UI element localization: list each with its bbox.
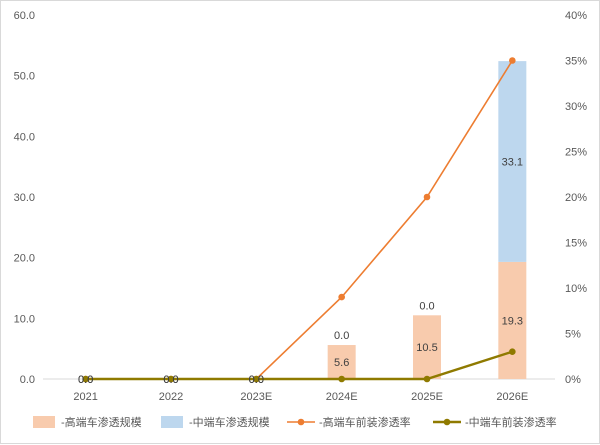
- bar-data-label: 19.3: [502, 315, 523, 327]
- y-left-tick-label: 30.0: [14, 192, 35, 204]
- bar-data-label: 0.0: [163, 374, 178, 386]
- line-high-end-rate: [85, 60, 514, 380]
- y-right-tick-label: 40%: [565, 10, 587, 22]
- point-mid-end-rate: [509, 348, 516, 356]
- bar-data-label: 0.0: [419, 300, 434, 312]
- point-high-end-rate: [509, 57, 516, 64]
- x-tick-label: 2024E: [326, 391, 358, 403]
- x-tick-label: 2026E: [496, 391, 528, 403]
- x-tick-label: 2022: [159, 391, 183, 403]
- legend-marker: [443, 418, 451, 426]
- x-tick-label: 2023E: [240, 391, 272, 403]
- y-left-tick-label: 60.0: [14, 10, 35, 22]
- y-left-tick-label: 50.0: [14, 71, 35, 83]
- bar-data-label: 0.0: [78, 374, 93, 386]
- y-right-tick-label: 30%: [565, 101, 587, 113]
- y-left-tick-label: 20.0: [14, 253, 35, 265]
- y-left-tick-label: 40.0: [14, 131, 35, 143]
- bar-data-label: 0.0: [334, 330, 349, 342]
- point-mid-end-rate: [423, 375, 431, 383]
- point-high-end-rate: [338, 293, 345, 301]
- bar-data-label: 5.6: [334, 357, 349, 369]
- bar-data-label: 33.1: [502, 157, 523, 169]
- point-mid-end-rate: [253, 375, 260, 383]
- bar-data-label: 0.0: [249, 374, 264, 386]
- bar-data-label: 0.0: [163, 374, 178, 386]
- legend-swatch: [161, 416, 183, 428]
- legend-label: -高端车前装渗透率: [319, 415, 411, 429]
- x-tick-label: 2021: [73, 391, 97, 403]
- y-left-tick-label: 10.0: [14, 313, 35, 325]
- legend-swatch: [33, 416, 55, 428]
- point-mid-end-rate: [338, 375, 345, 383]
- y-left-tick-label: 0.0: [20, 374, 35, 386]
- legend-label: -高端车渗透规模: [61, 415, 142, 429]
- point-mid-end-rate: [167, 375, 175, 383]
- bar-data-label: 0.0: [78, 374, 93, 386]
- y-right-tick-label: 25%: [565, 147, 587, 159]
- y-right-tick-label: 5%: [565, 329, 581, 341]
- line-mid-end-rate: [85, 350, 513, 381]
- bar-high-end: [413, 315, 441, 379]
- point-high-end-rate: [423, 193, 431, 201]
- bar-high-end: [498, 261, 527, 379]
- y-right-tick-label: 15%: [565, 238, 587, 250]
- point-mid-end-rate: [82, 375, 89, 383]
- bar-data-label: 0.0: [249, 374, 264, 386]
- bar-high-end: [327, 345, 356, 379]
- y-right-tick-label: 10%: [565, 283, 587, 295]
- x-tick-label: 2025E: [411, 391, 443, 403]
- y-right-tick-label: 35%: [565, 56, 587, 68]
- legend-label: -中端车前装渗透率: [465, 415, 557, 429]
- legend-marker: [297, 418, 305, 426]
- bar-data-label: 10.5: [416, 342, 437, 354]
- bar-mid-end: [498, 61, 527, 262]
- y-right-tick-label: 20%: [565, 192, 587, 204]
- y-right-tick-label: 0%: [565, 374, 581, 386]
- legend-label: -中端车渗透规模: [189, 415, 270, 429]
